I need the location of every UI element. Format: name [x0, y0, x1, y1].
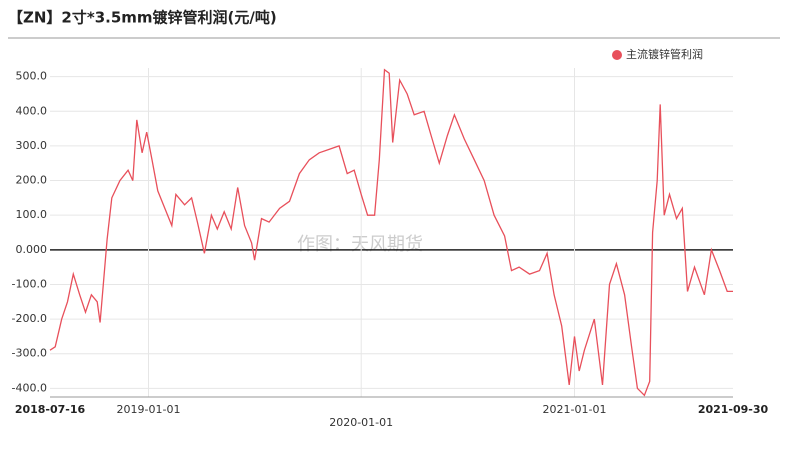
y-tick-label: -300.0	[12, 347, 47, 360]
series-line	[49, 68, 733, 397]
y-tick-label: 100.0	[16, 208, 48, 221]
x-tick-label: 2020-01-01	[329, 416, 393, 429]
y-tick-label: 300.0	[16, 139, 48, 152]
watermark: 作图：天风期货	[297, 234, 423, 255]
y-tick-label: 0.000	[16, 243, 48, 256]
y-tick-label: -100.0	[12, 277, 47, 290]
x-tick-label: 2018-07-16	[15, 403, 86, 416]
x-tick-label: 2021-01-01	[543, 403, 607, 416]
x-tick-label: 2021-09-30	[698, 403, 769, 416]
legend-marker	[612, 50, 622, 60]
y-tick-label: 400.0	[16, 104, 48, 117]
y-tick-label: 200.0	[16, 174, 48, 187]
x-tick-label: 2019-01-01	[117, 403, 181, 416]
legend-label: 主流镀锌管利润	[626, 47, 703, 61]
y-tick-label: -200.0	[12, 312, 47, 325]
chart-title: 【ZN】2寸*3.5mm镀锌管利润(元/吨)	[8, 9, 277, 27]
y-tick-label: -400.0	[12, 381, 47, 394]
y-tick-label: 500.0	[16, 70, 48, 83]
